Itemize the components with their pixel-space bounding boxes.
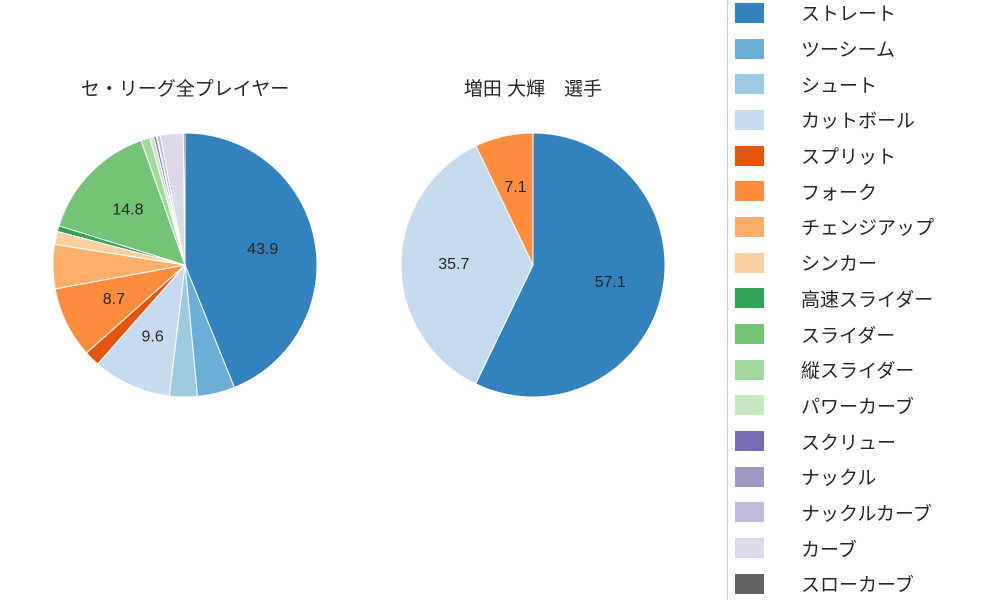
legend-swatch bbox=[735, 538, 764, 559]
legend-item-カットボール: カットボール bbox=[728, 102, 1000, 138]
legend-label: スプリット bbox=[801, 147, 897, 169]
legend-label: ツーシーム bbox=[801, 40, 896, 62]
legend-label: チェンジアップ bbox=[801, 218, 935, 240]
legend-label: 高速スライダー bbox=[801, 289, 934, 311]
legend-label: スローカーブ bbox=[801, 575, 914, 597]
legend-swatch bbox=[735, 466, 764, 487]
legend-label: パワーカーブ bbox=[801, 396, 914, 418]
pie-slice-label: 43.9 bbox=[247, 241, 278, 258]
legend-label: スクリュー bbox=[801, 432, 897, 454]
legend-item-カーブ: カーブ bbox=[728, 530, 1000, 566]
legend-item-スローカーブ: スローカーブ bbox=[728, 566, 1000, 600]
legend-swatch bbox=[735, 573, 764, 594]
legend-item-チェンジアップ: チェンジアップ bbox=[728, 209, 1000, 245]
legend-item-フォーク: フォーク bbox=[728, 173, 1000, 209]
pie-chart-player: 57.1 35.7 7.1 bbox=[400, 132, 666, 398]
legend-item-スクリュー: スクリュー bbox=[728, 423, 1000, 459]
pie-slice-スライダー bbox=[58, 139, 186, 266]
chart-title-player: 増田 大輝 選手 bbox=[463, 79, 603, 100]
legend: ストレートツーシームシュートカットボール スプリットフォークチェンジアップ シンカー… bbox=[727, 0, 1000, 600]
pie-slice-label: 14.8 bbox=[112, 201, 143, 218]
legend-item-シンカー: シンカー bbox=[728, 245, 1000, 281]
pie-slice-label: 8.7 bbox=[103, 291, 125, 308]
legend-swatch bbox=[735, 145, 764, 166]
legend-item-スライダー: スライダー bbox=[728, 316, 1000, 352]
legend-label: シンカー bbox=[801, 254, 878, 276]
legend-swatch bbox=[735, 252, 764, 273]
legend-swatch bbox=[735, 359, 764, 380]
pie-slice-label: 35.7 bbox=[438, 256, 469, 273]
legend-swatch bbox=[735, 216, 764, 237]
legend-label: カットボール bbox=[801, 111, 916, 133]
pie-slice-カットボール bbox=[97, 263, 186, 397]
legend-label: ナックルカーブ bbox=[801, 503, 932, 525]
pie-slice-label: 9.6 bbox=[142, 329, 164, 346]
chart-title-league: セ・リーグ全プレイヤー bbox=[80, 79, 290, 100]
legend-swatch bbox=[735, 109, 764, 130]
legend-swatch bbox=[735, 181, 764, 202]
legend-item-スプリット: スプリット bbox=[728, 138, 1000, 174]
pie-slice-カットボール bbox=[400, 145, 534, 385]
legend-item-シュート: シュート bbox=[728, 66, 1000, 102]
pie-slice-フォーク bbox=[475, 132, 534, 266]
pie-slice-ストレート bbox=[474, 132, 666, 398]
legend-label: カーブ bbox=[801, 539, 857, 561]
legend-swatch bbox=[735, 431, 764, 452]
legend-item-ナックル: ナックル bbox=[728, 459, 1000, 495]
legend-swatch bbox=[735, 2, 764, 23]
legend-label: ナックル bbox=[801, 468, 877, 490]
pie-slice-ストレート bbox=[184, 132, 318, 389]
legend-label: ストレート bbox=[801, 4, 897, 26]
legend-item-縦スライダー: 縦スライダー bbox=[728, 352, 1000, 388]
pie-slice-label: 57.1 bbox=[595, 274, 626, 291]
legend-swatch bbox=[735, 502, 764, 523]
pie-slice-label: 7.1 bbox=[504, 179, 526, 196]
legend-label: シュート bbox=[801, 75, 878, 97]
legend-item-ツーシーム: ツーシーム bbox=[728, 31, 1000, 67]
legend-swatch bbox=[735, 395, 764, 416]
legend-label: スライダー bbox=[801, 325, 896, 347]
legend-label: 縦スライダー bbox=[801, 361, 915, 383]
legend-item-ナックルカーブ: ナックルカーブ bbox=[728, 495, 1000, 531]
legend-swatch bbox=[735, 38, 764, 59]
legend-item-ストレート: ストレート bbox=[728, 0, 1000, 31]
pie-slice-スローカーブ bbox=[182, 132, 186, 266]
legend-item-高速スライダー: 高速スライダー bbox=[728, 281, 1000, 317]
legend-swatch bbox=[735, 324, 764, 345]
legend-label: フォーク bbox=[801, 182, 878, 204]
legend-swatch bbox=[735, 74, 764, 95]
legend-item-パワーカーブ: パワーカーブ bbox=[728, 388, 1000, 424]
legend-swatch bbox=[735, 288, 764, 309]
pie-chart-league: 43.9 9.6 8.7 14.8 bbox=[52, 132, 318, 398]
